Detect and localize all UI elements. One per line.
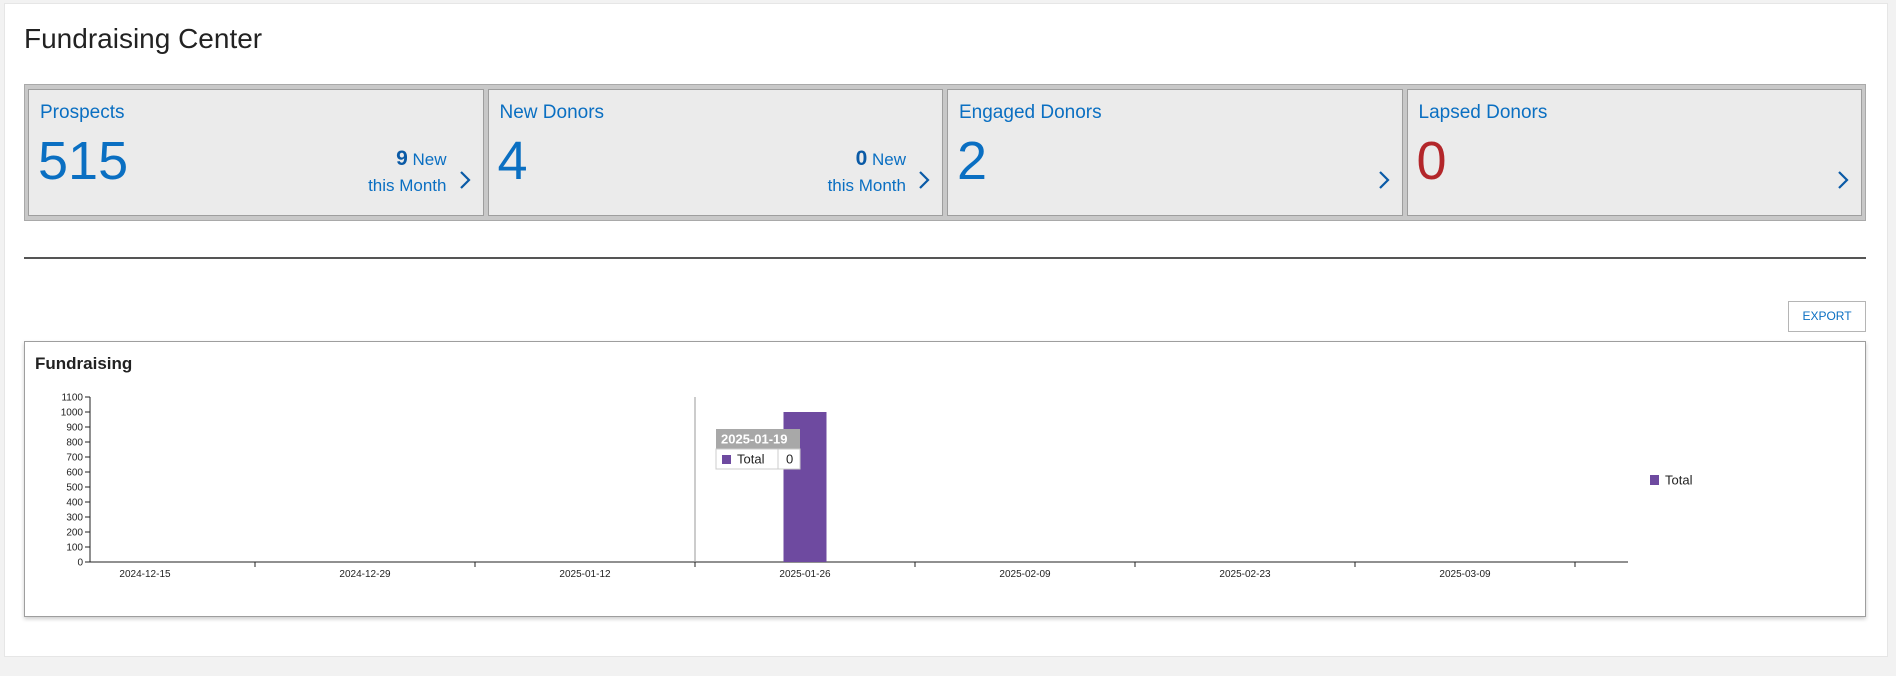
card-value: 4 (497, 131, 528, 191)
card-value: 2 (957, 131, 988, 191)
export-button[interactable]: EXPORT (1788, 301, 1866, 332)
y-tick-label: 0 (77, 558, 83, 569)
legend-label: Total (1665, 473, 1693, 488)
y-tick-label: 1100 (61, 393, 83, 404)
x-tick-label: 2025-01-12 (559, 569, 611, 580)
summary-cards: Prospects 515 9 New this Month New Donor… (24, 84, 1866, 221)
new-count: 9 (396, 147, 408, 170)
y-tick-label: 600 (66, 468, 83, 479)
page-title: Fundraising Center (24, 23, 263, 54)
y-tick-label: 100 (66, 543, 83, 554)
y-tick-label: 800 (66, 438, 83, 449)
y-tick-label: 200 (66, 528, 83, 539)
y-tick-label: 400 (66, 498, 83, 509)
y-tick-label: 500 (66, 483, 83, 494)
y-tick-label: 900 (66, 423, 83, 434)
chevron-right-icon[interactable] (459, 170, 471, 190)
card-new-donors[interactable]: New Donors 4 0 New this Month (487, 89, 943, 216)
card-new-this-month: 0 New this Month (828, 146, 906, 199)
tooltip-body (715, 448, 801, 470)
period-label: this Month (827, 176, 906, 195)
x-tick-label: 2025-02-23 (1219, 569, 1271, 580)
card-title: New Donors (499, 102, 605, 123)
chart-title: Fundraising (35, 354, 133, 373)
new-label: New (412, 150, 447, 169)
card-title: Prospects (40, 102, 125, 123)
chevron-right-icon[interactable] (918, 170, 930, 190)
tooltip-value: 0 (786, 452, 793, 467)
card-engaged-donors[interactable]: Engaged Donors 2 (947, 89, 1403, 216)
y-tick-label: 1000 (61, 408, 84, 419)
new-label: New (871, 150, 906, 169)
x-tick-label: 2024-12-29 (339, 569, 391, 580)
x-tick-label: 2025-03-09 (1439, 569, 1491, 580)
tooltip-header (716, 429, 800, 449)
chevron-right-icon[interactable] (1837, 170, 1849, 190)
section-divider (24, 257, 1866, 259)
card-lapsed-donors[interactable]: Lapsed Donors 0 (1406, 89, 1862, 216)
page-container: Fundraising Center Prospects 515 9 New t… (4, 3, 1888, 657)
card-title: Engaged Donors (959, 102, 1102, 123)
tooltip-series: Total (737, 452, 765, 467)
card-title: Lapsed Donors (1418, 102, 1548, 123)
card-new-this-month: 9 New this Month (368, 146, 446, 199)
x-tick-label: 2025-02-09 (999, 569, 1051, 580)
tooltip-date: 2025-01-19 (721, 432, 788, 447)
fundraising-chart-panel: Fundraising 0 100 200 300 400 500 600 700 800 900… (24, 341, 1866, 617)
y-tick-label: 300 (66, 513, 83, 524)
chevron-right-icon[interactable] (1378, 170, 1390, 190)
y-tick-label: 700 (66, 453, 83, 464)
x-tick-label: 2025-01-26 (779, 569, 831, 580)
period-label: this Month (368, 176, 447, 195)
card-prospects[interactable]: Prospects 515 9 New this Month (28, 89, 484, 216)
x-tick-label: 2024-12-15 (119, 569, 171, 580)
card-value: 0 (1416, 131, 1447, 191)
fundraising-chart: 0 100 200 300 400 500 600 700 800 900 1000 1100 2024… (61, 393, 1693, 581)
card-value: 515 (38, 131, 129, 191)
new-count: 0 (855, 147, 868, 170)
legend-swatch (1650, 475, 1659, 485)
tooltip-swatch (722, 455, 731, 464)
